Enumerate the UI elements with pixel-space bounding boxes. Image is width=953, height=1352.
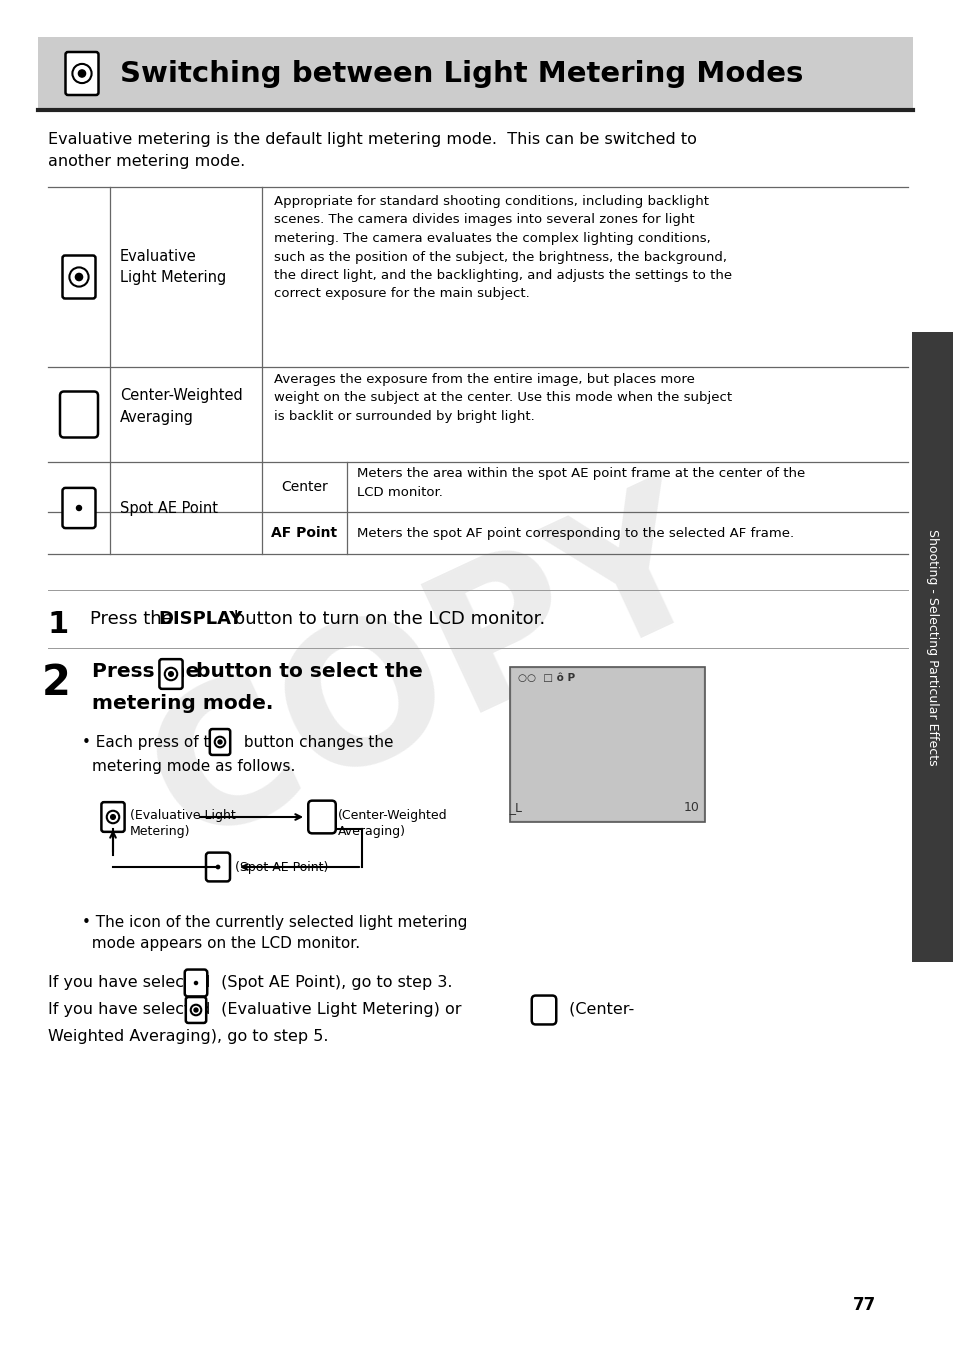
- FancyBboxPatch shape: [63, 488, 95, 529]
- Circle shape: [194, 982, 197, 984]
- FancyBboxPatch shape: [101, 802, 125, 831]
- FancyBboxPatch shape: [210, 729, 230, 754]
- Bar: [911, 333, 953, 963]
- Text: • The icon of the currently selected light metering
  mode appears on the LCD mo: • The icon of the currently selected lig…: [82, 915, 467, 950]
- Text: (Evaluative Light
Metering): (Evaluative Light Metering): [130, 808, 235, 838]
- Bar: [512, 669, 702, 821]
- Circle shape: [169, 672, 173, 676]
- Text: COPY: COPY: [122, 462, 737, 883]
- Text: Meters the area within the spot AE point frame at the center of the
LCD monitor.: Meters the area within the spot AE point…: [356, 466, 804, 499]
- Bar: [510, 667, 704, 822]
- Circle shape: [191, 1005, 201, 1015]
- Text: Shooting - Selecting Particular Effects: Shooting - Selecting Particular Effects: [925, 529, 939, 765]
- Circle shape: [76, 506, 81, 511]
- FancyBboxPatch shape: [63, 256, 95, 299]
- Text: (Spot AE Point): (Spot AE Point): [234, 861, 328, 873]
- Text: 2: 2: [42, 662, 71, 704]
- Text: If you have selected: If you have selected: [48, 1002, 215, 1017]
- Text: Weighted Averaging), go to step 5.: Weighted Averaging), go to step 5.: [48, 1029, 328, 1044]
- FancyBboxPatch shape: [186, 996, 206, 1023]
- Circle shape: [216, 865, 219, 869]
- Text: (Evaluative Light Metering) or: (Evaluative Light Metering) or: [215, 1002, 466, 1017]
- FancyBboxPatch shape: [308, 800, 335, 833]
- Text: Meters the spot AF point corresponding to the selected AF frame.: Meters the spot AF point corresponding t…: [356, 526, 793, 539]
- Circle shape: [70, 268, 89, 287]
- FancyBboxPatch shape: [185, 969, 207, 996]
- Text: Evaluative metering is the default light metering mode.  This can be switched to: Evaluative metering is the default light…: [48, 132, 696, 169]
- Circle shape: [218, 740, 222, 744]
- Circle shape: [214, 737, 225, 748]
- Text: Appropriate for standard shooting conditions, including backlight
scenes. The ca: Appropriate for standard shooting condit…: [274, 195, 731, 300]
- FancyBboxPatch shape: [531, 995, 556, 1025]
- Text: AF Point: AF Point: [272, 526, 337, 539]
- Text: button to select the: button to select the: [189, 662, 422, 681]
- Text: Spot AE Point: Spot AE Point: [120, 500, 218, 515]
- Text: 77: 77: [852, 1297, 875, 1314]
- Text: 1: 1: [48, 610, 70, 639]
- Circle shape: [72, 64, 91, 82]
- Text: Center: Center: [281, 480, 328, 493]
- Circle shape: [107, 811, 119, 823]
- Text: If you have selected: If you have selected: [48, 975, 215, 990]
- Text: ○○  □ ô P: ○○ □ ô P: [517, 673, 575, 683]
- FancyBboxPatch shape: [159, 660, 182, 690]
- Text: metering mode as follows.: metering mode as follows.: [91, 758, 295, 773]
- Text: Press the: Press the: [91, 662, 206, 681]
- Text: (Center-Weighted
Averaging): (Center-Weighted Averaging): [337, 808, 447, 838]
- Text: Press the: Press the: [90, 610, 178, 627]
- Circle shape: [111, 815, 115, 819]
- Text: Center-Weighted
Averaging: Center-Weighted Averaging: [120, 388, 242, 425]
- Text: 10: 10: [683, 800, 700, 814]
- Text: Switching between Light Metering Modes: Switching between Light Metering Modes: [120, 59, 802, 88]
- Bar: [38, 37, 912, 110]
- Circle shape: [165, 668, 177, 680]
- Circle shape: [78, 70, 86, 77]
- Text: • Each press of the: • Each press of the: [82, 735, 233, 750]
- FancyBboxPatch shape: [206, 853, 230, 882]
- Text: Averages the exposure from the entire image, but places more
weight on the subje: Averages the exposure from the entire im…: [274, 373, 731, 423]
- Circle shape: [75, 273, 83, 281]
- Text: (Spot AE Point), go to step 3.: (Spot AE Point), go to step 3.: [215, 975, 452, 990]
- FancyBboxPatch shape: [60, 392, 98, 438]
- Text: metering mode.: metering mode.: [91, 694, 274, 713]
- Text: ̲L: ̲L: [515, 800, 521, 814]
- Text: (Center-: (Center-: [563, 1002, 634, 1017]
- Text: button to turn on the LCD monitor.: button to turn on the LCD monitor.: [228, 610, 545, 627]
- Text: DISPLAY: DISPLAY: [158, 610, 242, 627]
- Circle shape: [193, 1009, 198, 1013]
- Text: Evaluative
Light Metering: Evaluative Light Metering: [120, 249, 226, 285]
- Text: button changes the: button changes the: [239, 735, 393, 750]
- FancyBboxPatch shape: [66, 51, 98, 95]
